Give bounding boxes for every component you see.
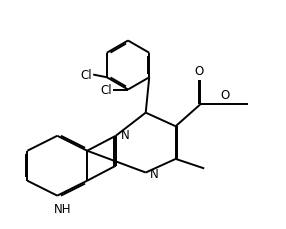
Text: Cl: Cl	[80, 69, 92, 82]
Text: Cl: Cl	[100, 84, 112, 97]
Text: N: N	[150, 168, 159, 181]
Text: NH: NH	[53, 202, 71, 215]
Text: N: N	[120, 128, 129, 141]
Text: O: O	[194, 64, 203, 77]
Text: O: O	[220, 89, 229, 102]
